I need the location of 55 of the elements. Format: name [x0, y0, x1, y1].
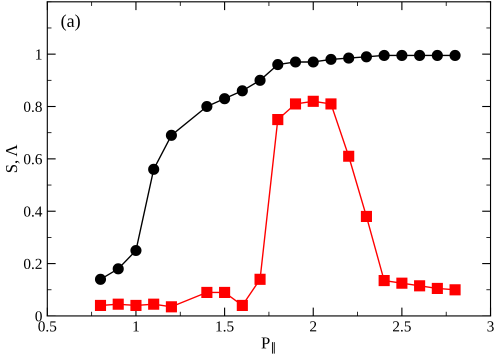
point: [148, 298, 160, 310]
y-tick-label: 0.2: [24, 258, 42, 270]
point: [272, 59, 284, 70]
point: [201, 286, 212, 298]
point: [378, 275, 390, 286]
point: [450, 284, 461, 296]
point: [94, 300, 106, 312]
point: [148, 164, 160, 175]
point: [219, 93, 230, 104]
annotation: (a): [61, 14, 80, 31]
point: [290, 98, 302, 110]
point: [414, 280, 426, 292]
y-tick-label: 0.6: [24, 154, 42, 164]
point: [325, 98, 337, 110]
x-tick-label: 1: [133, 321, 139, 332]
point: [236, 85, 248, 96]
point: [254, 274, 266, 285]
point: [272, 114, 284, 126]
point: [414, 50, 426, 62]
y-tick-label: 0.4: [24, 206, 42, 217]
point: [360, 51, 372, 62]
point: [130, 244, 142, 256]
point: [219, 286, 230, 298]
x-tick-label: 1.5: [216, 321, 234, 332]
point: [254, 74, 266, 86]
y-tick-label: 1: [36, 49, 42, 60]
point: [166, 301, 177, 312]
point: [112, 263, 124, 274]
point: [130, 300, 142, 312]
point: [360, 210, 372, 222]
point: [325, 54, 337, 65]
x-tick-label: 2: [310, 321, 316, 332]
point: [290, 56, 302, 68]
x-tick-label: 0.5: [38, 321, 56, 332]
x-tick-label: 2.5: [393, 321, 411, 332]
point: [308, 56, 319, 68]
point: [112, 298, 124, 310]
point: [378, 50, 390, 62]
point: [396, 50, 408, 62]
point: [308, 96, 319, 107]
point: [94, 274, 106, 285]
point: [343, 150, 354, 162]
point: [166, 130, 177, 141]
point: [432, 282, 443, 294]
point: [450, 50, 461, 62]
point: [201, 100, 212, 112]
y-axis-title: S, Λ: [6, 144, 20, 172]
point: [343, 52, 354, 64]
y-tick-label: 0.8: [24, 102, 42, 112]
x-tick-label: 3: [487, 321, 494, 332]
y-tick-label: 0: [35, 311, 42, 322]
point: [432, 50, 443, 62]
point: [236, 300, 248, 312]
x-axis-title: P$_{∥}$: [261, 337, 275, 354]
point: [396, 278, 408, 289]
